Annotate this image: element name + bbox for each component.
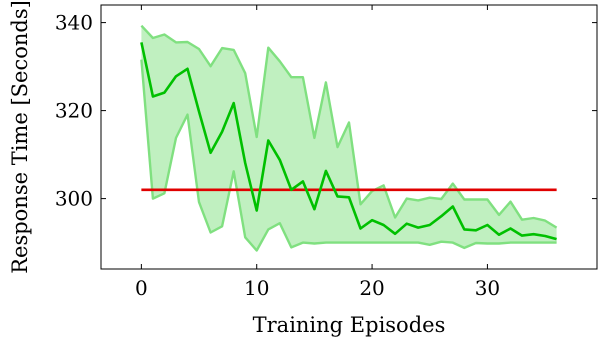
axes-frame [100, 4, 598, 270]
y-tick-label: 340 [55, 11, 93, 35]
x-tick-label: 30 [475, 276, 500, 300]
plot-area [140, 24, 558, 252]
x-tick-label: 20 [359, 276, 384, 300]
band-upper-edge [140, 24, 558, 229]
confidence-band [141, 25, 557, 251]
y-tick-label: 300 [55, 187, 93, 211]
x-axis-label: Training Episodes [253, 313, 446, 337]
y-tick-label: 320 [55, 99, 93, 123]
y-axis-label: Response Time [Seconds] [8, 0, 32, 274]
x-tick-label: 10 [244, 276, 269, 300]
band-lower-edge [140, 59, 557, 252]
mean-response-time-line [140, 42, 557, 241]
x-tick-label: 0 [135, 276, 148, 300]
ticks: 0 10 20 30 300 320 340 [55, 5, 597, 300]
